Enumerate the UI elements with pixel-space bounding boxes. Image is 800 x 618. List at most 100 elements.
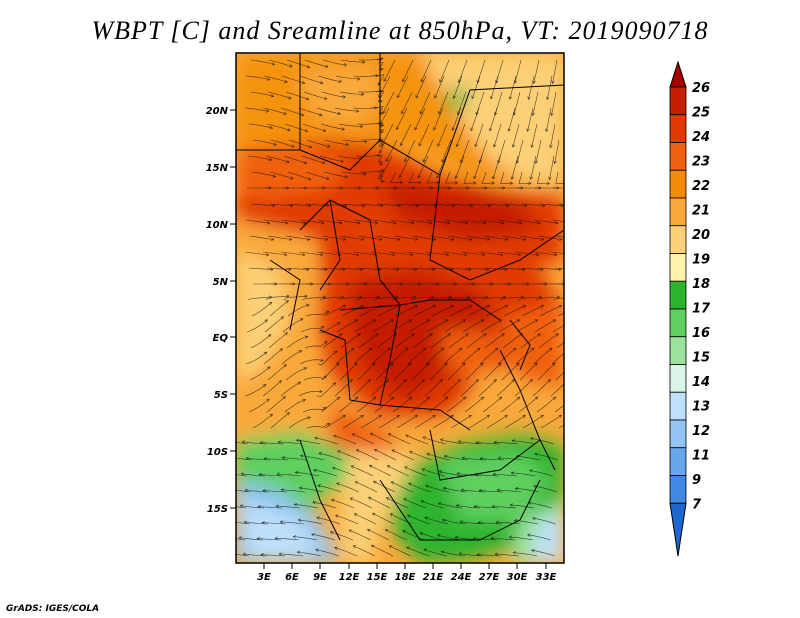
streamline	[285, 367, 307, 381]
streamline	[478, 251, 503, 256]
streamline-arrow	[430, 295, 435, 299]
streamline-arrow	[417, 174, 421, 179]
streamline-arrow	[454, 175, 458, 179]
streamline-arrow	[225, 551, 228, 554]
streamline	[478, 490, 504, 493]
streamline	[317, 75, 342, 82]
streamline-arrow	[542, 203, 546, 208]
streamline	[442, 519, 467, 525]
streamline-arrow	[323, 96, 328, 100]
streamline	[482, 396, 502, 413]
streamline	[460, 251, 485, 256]
streamline	[477, 522, 503, 525]
streamline	[437, 534, 462, 541]
streamline-arrow	[509, 181, 514, 185]
streamline-arrow	[493, 440, 497, 445]
streamline-arrow	[296, 550, 301, 555]
streamline-arrow	[260, 553, 264, 557]
streamline-arrow	[470, 203, 474, 208]
streamline-arrow	[488, 203, 492, 208]
streamline	[430, 333, 451, 349]
streamline	[443, 219, 468, 224]
streamline-arrow	[308, 203, 312, 208]
streamline	[335, 75, 360, 80]
streamline-arrow	[354, 396, 359, 400]
streamline-arrow	[302, 221, 307, 225]
streamline-arrow	[370, 544, 375, 548]
streamline-arrow	[242, 552, 247, 556]
streamline-arrow	[244, 488, 249, 493]
streamline-arrow	[277, 440, 281, 444]
streamline	[385, 529, 408, 541]
streamline	[399, 155, 411, 178]
streamline	[417, 155, 429, 179]
streamline-arrow	[279, 348, 283, 352]
streamline-arrow	[304, 129, 309, 133]
streamline	[350, 497, 373, 509]
streamline	[437, 123, 448, 147]
streamline	[376, 59, 384, 70]
streamline	[484, 333, 505, 349]
streamline-arrow	[398, 203, 402, 208]
streamline	[270, 412, 290, 429]
streamline	[315, 549, 340, 557]
streamline-arrow	[461, 456, 466, 460]
streamline-arrow	[408, 396, 413, 400]
streamline-arrow	[275, 504, 279, 508]
lon-tick-label: 21E	[423, 572, 444, 583]
streamline	[305, 171, 330, 180]
streamline	[324, 414, 346, 429]
streamline	[434, 75, 445, 99]
streamline	[375, 235, 400, 240]
streamline-arrow	[366, 528, 371, 532]
streamline-arrow	[372, 319, 377, 323]
streamline-arrow	[268, 301, 273, 306]
streamline-arrow	[380, 169, 385, 173]
streamline-arrow	[356, 221, 361, 225]
streamline	[352, 379, 371, 397]
streamline	[443, 347, 463, 365]
streamline-arrow	[396, 126, 399, 131]
streamline-arrow	[522, 237, 527, 241]
streamline-arrow	[416, 203, 420, 208]
streamline	[463, 296, 488, 301]
streamline	[380, 155, 393, 178]
streamline	[356, 267, 381, 270]
streamline-arrow	[532, 516, 536, 521]
streamline	[411, 235, 436, 240]
streamline	[382, 91, 395, 114]
streamline-arrow	[295, 438, 300, 443]
streamline-arrow	[385, 497, 390, 501]
streamline-arrow	[320, 221, 325, 225]
streamline-arrow	[325, 310, 330, 314]
streamline	[465, 362, 484, 381]
streamline	[317, 219, 342, 224]
streamline	[356, 449, 379, 461]
streamline-arrow	[389, 513, 394, 517]
streamline-arrow	[414, 126, 418, 131]
streamline	[448, 333, 469, 349]
streamline-arrow	[357, 333, 361, 337]
streamline-arrow	[439, 79, 443, 83]
streamline-arrow	[338, 79, 342, 83]
streamline	[263, 458, 289, 461]
streamline-arrow	[420, 500, 425, 504]
streamline-arrow	[419, 110, 423, 115]
streamline-arrow	[486, 305, 491, 309]
streamline-arrow	[470, 127, 474, 132]
streamline	[446, 267, 471, 270]
streamline-arrow	[414, 237, 419, 241]
streamline-arrow	[524, 203, 528, 208]
streamline-arrow	[372, 362, 376, 367]
lon-tick-label: 30E	[507, 572, 528, 583]
streamline-arrow	[299, 318, 304, 322]
streamline	[427, 296, 452, 301]
streamline-arrow	[438, 111, 442, 115]
streamline-arrow	[465, 333, 469, 337]
colorbar-segment	[669, 197, 687, 227]
streamline	[511, 472, 536, 477]
streamline	[407, 219, 432, 224]
streamline	[357, 90, 382, 93]
streamline	[342, 414, 364, 429]
colorbar-segment	[669, 391, 687, 421]
